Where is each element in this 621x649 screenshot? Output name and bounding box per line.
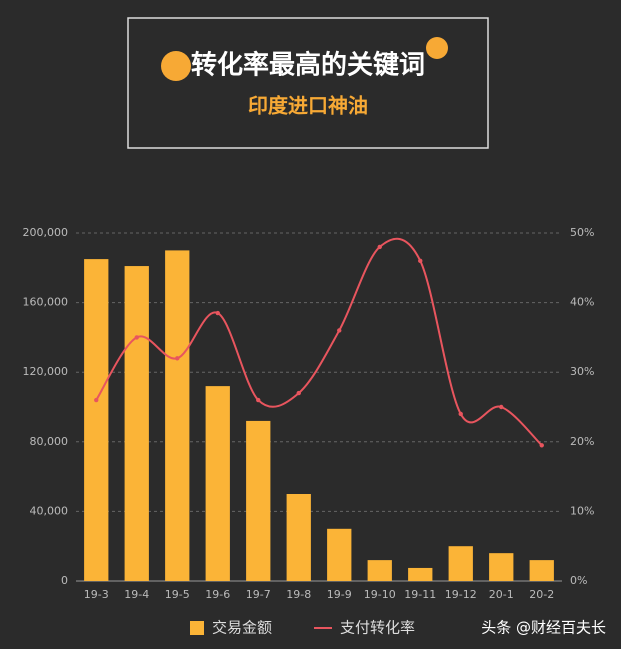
- decor-dot: [426, 37, 448, 59]
- legend-label: 支付转化率: [340, 619, 415, 637]
- y-tick-label: 40,000: [30, 504, 69, 517]
- y-tick-label: 80,000: [30, 435, 69, 448]
- y2-tick-label: 40%: [570, 296, 594, 309]
- x-tick-label: 19-5: [165, 588, 190, 601]
- line: [95, 237, 543, 447]
- legend-label: 交易金额: [212, 619, 272, 637]
- line-point: [296, 390, 301, 396]
- x-tick-label: 19-11: [404, 588, 436, 601]
- x-tick-label: 19-7: [246, 588, 271, 601]
- x-tick-label: 19-6: [205, 588, 230, 601]
- bar: [246, 420, 271, 581]
- bar: [327, 528, 352, 581]
- x-tick-label: 19-10: [364, 588, 396, 601]
- bar: [367, 560, 392, 581]
- line-point: [134, 335, 139, 340]
- y2-tick-label: 30%: [570, 365, 594, 378]
- x-tick-label: 19-9: [327, 588, 352, 601]
- bar: [408, 567, 433, 581]
- line-point: [499, 404, 504, 410]
- y2-tick-label: 20%: [570, 435, 594, 448]
- bar: [165, 250, 190, 581]
- bar: [286, 494, 311, 581]
- bar: [489, 553, 514, 581]
- y2-tick-label: 50%: [570, 226, 594, 239]
- x-tick-label: 19-4: [124, 588, 149, 601]
- bar: [529, 560, 554, 581]
- y-tick-label: 160,000: [23, 296, 69, 309]
- bar: [448, 546, 473, 581]
- y-tick-label: 200,000: [23, 226, 69, 239]
- line-point: [458, 411, 463, 417]
- line-point: [94, 397, 99, 403]
- bar: [205, 386, 230, 581]
- line-point: [377, 244, 382, 250]
- x-tick-label: 19-12: [445, 588, 477, 601]
- legend-swatch: [190, 621, 204, 635]
- y-tick-label: 120,000: [23, 365, 69, 378]
- line-point: [337, 328, 342, 333]
- x-tick-label: 20-2: [529, 588, 554, 601]
- bar: [84, 259, 109, 581]
- line-point: [418, 258, 423, 264]
- line-point: [175, 356, 180, 361]
- title-box: [127, 17, 489, 149]
- x-tick-label: 19-3: [84, 588, 109, 601]
- y2-tick-label: 0%: [570, 574, 587, 587]
- line-point: [539, 443, 544, 448]
- watermark: 头条 @财经百夫长: [481, 619, 606, 637]
- chart-subtitle: 印度进口神油: [248, 94, 368, 118]
- decor-dot: [161, 51, 191, 81]
- line-point: [256, 397, 261, 403]
- x-tick-label: 19-8: [286, 588, 311, 601]
- x-tick-label: 20-1: [489, 588, 514, 601]
- y-tick-label: 0: [61, 574, 68, 587]
- bar: [124, 266, 149, 581]
- line-point: [215, 310, 220, 316]
- y2-tick-label: 10%: [570, 504, 594, 517]
- chart-title: 转化率最高的关键词: [191, 50, 425, 81]
